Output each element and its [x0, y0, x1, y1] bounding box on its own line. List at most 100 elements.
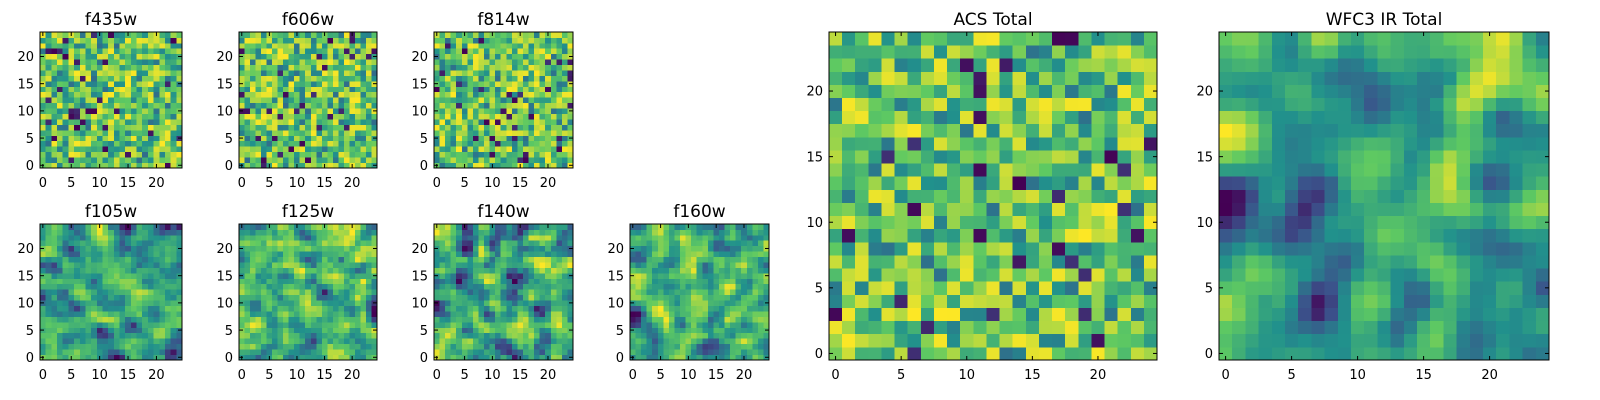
- heatmap-cell: [556, 240, 563, 247]
- heatmap-cell: [170, 75, 177, 82]
- heatmap-cell: [130, 300, 137, 306]
- heatmap-cell: [365, 53, 372, 60]
- heatmap-cell: [130, 311, 137, 317]
- heatmap-cell: [478, 354, 485, 361]
- heatmap-cell: [484, 262, 490, 268]
- heatmap-cell: [680, 338, 686, 345]
- heatmap-cell: [102, 327, 109, 334]
- heatmap-cell: [511, 316, 518, 323]
- heatmap-cell: [680, 316, 686, 323]
- heatmap-cell: [147, 224, 154, 230]
- heatmap-cell: [489, 332, 496, 339]
- heatmap-cell: [79, 119, 86, 125]
- heatmap-cell: [868, 176, 882, 190]
- heatmap-cell: [467, 91, 474, 98]
- heatmap-cell: [272, 108, 279, 114]
- heatmap-cell: [244, 316, 251, 323]
- heatmap-cell: [461, 86, 468, 93]
- heatmap-cell: [57, 262, 64, 268]
- heatmap-cell: [434, 332, 440, 339]
- heatmap-cell: [338, 321, 345, 328]
- heatmap-cell: [338, 102, 345, 109]
- y-tick-label: 15: [17, 269, 34, 284]
- heatmap-cell: [327, 70, 334, 76]
- heatmap-cell: [113, 289, 120, 296]
- heatmap-cell: [456, 32, 463, 38]
- heatmap-cell: [266, 338, 273, 345]
- heatmap-cell: [119, 48, 126, 55]
- heatmap-cell: [310, 343, 317, 350]
- heatmap-cell: [164, 224, 172, 230]
- heatmap-cell: [450, 70, 457, 76]
- heatmap-cell: [136, 146, 143, 153]
- heatmap-cell: [305, 113, 312, 120]
- heatmap-cell: [539, 349, 546, 355]
- heatmap-cell: [472, 91, 479, 98]
- heatmap-cell: [299, 75, 306, 82]
- heatmap-cell: [272, 140, 279, 147]
- heatmap-cell: [506, 113, 513, 120]
- heatmap-cell: [136, 80, 143, 87]
- heatmap-cell: [763, 251, 770, 258]
- heatmap-cell: [343, 108, 350, 114]
- heatmap-cell: [545, 240, 552, 247]
- heatmap-cell: [506, 354, 513, 361]
- heatmap-cell: [439, 75, 446, 82]
- heatmap-cell: [556, 102, 563, 109]
- heatmap-cell: [511, 59, 518, 66]
- heatmap-cell: [294, 229, 301, 236]
- heatmap-cell: [752, 338, 759, 345]
- heatmap-cell: [349, 234, 356, 241]
- heatmap-cell: [763, 262, 770, 268]
- heatmap-cell: [142, 129, 149, 136]
- heatmap-cell: [239, 267, 245, 274]
- heatmap-cell: [113, 113, 120, 120]
- heatmap-cell: [305, 354, 312, 361]
- heatmap-cell: [439, 129, 446, 136]
- heatmap-cell: [85, 354, 92, 361]
- heatmap-cell: [283, 124, 290, 131]
- heatmap-cell: [277, 70, 284, 76]
- heatmap-cell: [439, 124, 446, 131]
- heatmap-cell: [478, 64, 485, 71]
- heatmap-cell: [272, 245, 279, 252]
- heatmap-cell: [999, 307, 1014, 322]
- heatmap-cell: [266, 311, 273, 317]
- heatmap-cell: [881, 189, 895, 203]
- heatmap-cell: [310, 338, 317, 345]
- heatmap-cell: [255, 332, 262, 339]
- heatmap-cell: [511, 224, 518, 230]
- heatmap-cell: [933, 176, 948, 190]
- heatmap-cell: [136, 234, 143, 241]
- heatmap-cell: [349, 108, 356, 114]
- heatmap-cell: [674, 311, 681, 317]
- heatmap-cell: [147, 245, 154, 252]
- heatmap-cell: [354, 327, 361, 334]
- heatmap-cell: [986, 320, 1000, 335]
- heatmap-cell: [461, 124, 468, 131]
- heatmap-cell: [511, 140, 518, 147]
- heatmap-cell: [461, 278, 468, 285]
- heatmap-cell: [283, 48, 290, 55]
- heatmap-cell: [550, 80, 557, 87]
- heatmap-cell: [96, 321, 103, 328]
- heatmap-cell: [495, 354, 502, 361]
- heatmap-cell: [1025, 268, 1040, 282]
- heatmap-cell: [316, 75, 323, 82]
- heatmap-cell: [724, 311, 731, 317]
- heatmap-cell: [51, 294, 58, 301]
- heatmap-cell: [136, 321, 143, 328]
- heatmap-cell: [142, 48, 149, 55]
- heatmap-cell: [674, 332, 681, 339]
- heatmap-cell: [244, 327, 251, 334]
- heatmap-cell: [102, 332, 109, 339]
- heatmap-cell: [91, 91, 98, 98]
- heatmap-cell: [136, 294, 143, 301]
- heatmap-cell: [250, 305, 256, 312]
- heatmap-cell: [450, 256, 457, 263]
- heatmap-cell: [461, 338, 468, 345]
- heatmap-cell: [85, 256, 92, 263]
- heatmap-cell: [85, 124, 92, 131]
- heatmap-cell: [343, 311, 350, 317]
- heatmap-cell: [113, 343, 120, 350]
